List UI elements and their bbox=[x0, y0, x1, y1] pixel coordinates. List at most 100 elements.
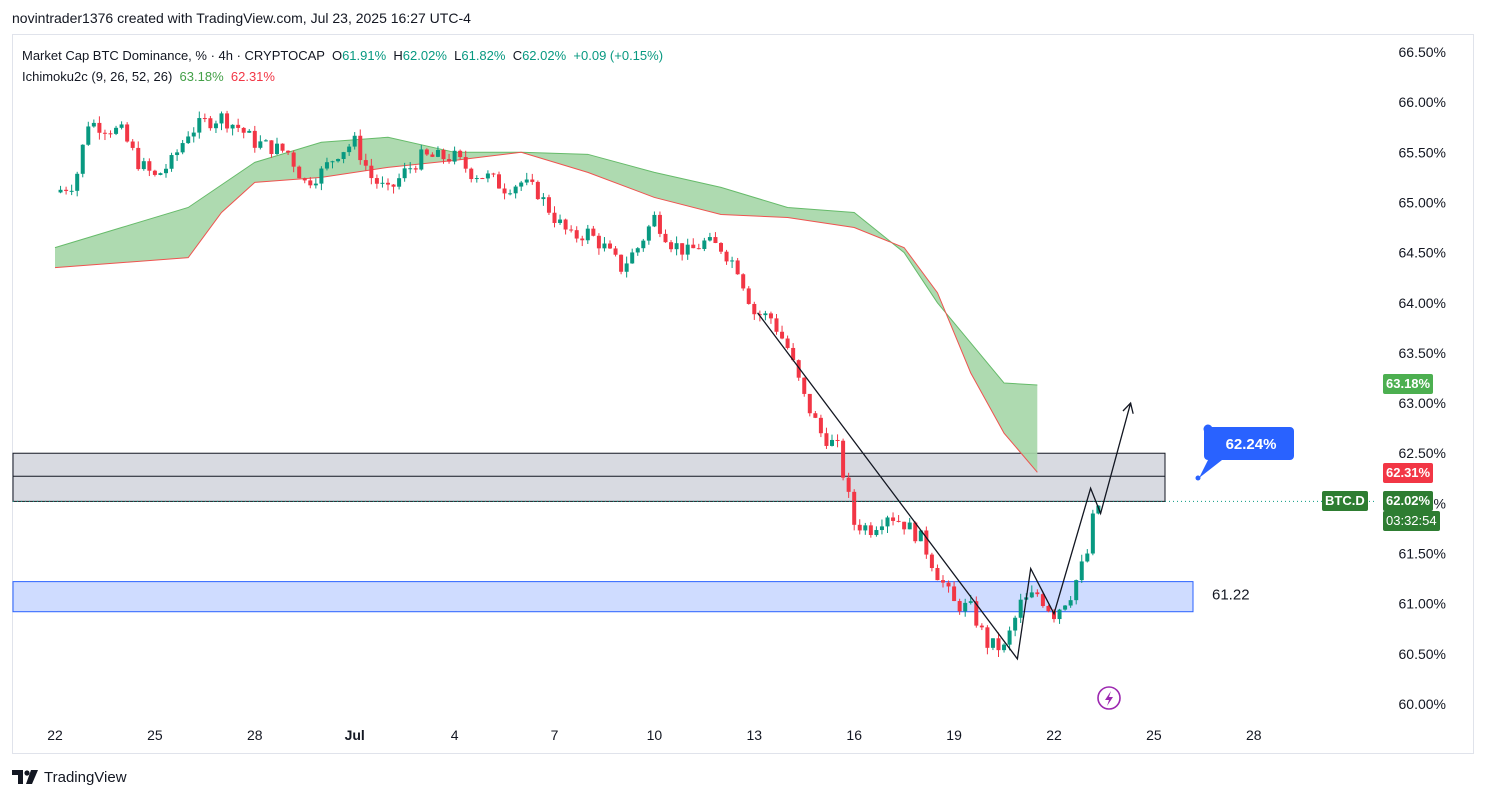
price-tick-label: 61.50% bbox=[1399, 546, 1446, 562]
candle-body bbox=[752, 303, 757, 315]
candle-body bbox=[696, 248, 701, 250]
price-tick-label: 60.00% bbox=[1399, 696, 1446, 712]
candle-body bbox=[735, 260, 740, 275]
candle-body bbox=[580, 238, 585, 241]
resistance-zone bbox=[12, 452, 1166, 502]
candle-body bbox=[508, 193, 513, 195]
candle-body bbox=[974, 601, 979, 626]
candle-body bbox=[1057, 609, 1062, 620]
chart-credit: novintrader1376 created with TradingView… bbox=[12, 10, 471, 26]
candle-body bbox=[963, 602, 968, 612]
candle-body bbox=[990, 638, 995, 648]
candle-body bbox=[86, 126, 91, 145]
time-tick-label: 22 bbox=[1046, 727, 1062, 743]
candle-body bbox=[524, 179, 529, 183]
price-tick-label: 64.50% bbox=[1399, 245, 1446, 261]
candle-body bbox=[208, 118, 213, 129]
candle-body bbox=[918, 530, 923, 542]
footer-brand: TradingView bbox=[44, 768, 127, 786]
candle-body bbox=[768, 313, 773, 319]
ichimoku-span-a bbox=[54, 136, 1038, 386]
projection-drawing: 62.24% bbox=[13, 312, 1376, 710]
support-level-label: 61.22 bbox=[1212, 587, 1250, 604]
legend-row-indicator: Ichimoku2c (9, 26, 52, 26) 63.18% 62.31% bbox=[22, 66, 663, 87]
time-tick-label: 19 bbox=[946, 727, 962, 743]
ichimoku-span-b bbox=[54, 151, 1038, 473]
axes: 66.50% 66.00% 65.50% 65.00% 64.50% 64.00% 63.5… bbox=[47, 44, 1446, 743]
time-tick-label: 22 bbox=[47, 727, 63, 743]
price-tick-label: 66.50% bbox=[1399, 44, 1446, 60]
candle-body bbox=[252, 130, 257, 148]
legend-low: 61.82% bbox=[461, 48, 506, 63]
candle-body bbox=[730, 260, 735, 262]
candle-body bbox=[275, 143, 279, 155]
candle-body bbox=[902, 521, 907, 530]
time-tick-label: 28 bbox=[247, 727, 263, 743]
candle-body bbox=[180, 143, 185, 153]
candle-body bbox=[913, 522, 918, 542]
candle-body bbox=[724, 251, 729, 262]
candle-body bbox=[119, 124, 124, 128]
candle-body bbox=[1074, 580, 1079, 601]
legend-high: 62.02% bbox=[402, 48, 447, 63]
candle-body bbox=[197, 118, 202, 133]
candle-body bbox=[1029, 592, 1034, 598]
candle-body bbox=[114, 127, 119, 134]
candle-body bbox=[968, 601, 973, 603]
candle-body bbox=[241, 127, 246, 133]
tradingview-logo[interactable]: TradingView bbox=[12, 767, 127, 787]
candle-body bbox=[1068, 600, 1073, 606]
candle-body bbox=[841, 440, 846, 478]
time-tick-label: 13 bbox=[747, 727, 763, 743]
candle-body bbox=[663, 233, 668, 243]
chart-frame[interactable] bbox=[12, 34, 1474, 754]
candle-body bbox=[125, 124, 130, 142]
candle-body bbox=[563, 219, 568, 230]
legend-c-label: C bbox=[512, 48, 523, 63]
candle-body bbox=[613, 248, 618, 255]
candle-body bbox=[480, 178, 485, 180]
legend-close: 62.02% bbox=[522, 48, 567, 63]
time-tick-label: Jul bbox=[345, 727, 365, 743]
candle-body bbox=[924, 530, 929, 555]
price-tick-label: 65.00% bbox=[1399, 194, 1446, 210]
candle-body bbox=[369, 165, 374, 179]
price-callout-bubble bbox=[1199, 424, 1294, 478]
candle-body bbox=[824, 433, 829, 446]
candle-body bbox=[91, 122, 96, 127]
candle-body bbox=[202, 118, 207, 120]
candle-body bbox=[158, 173, 163, 175]
candle-body bbox=[591, 228, 596, 236]
candle-body bbox=[164, 168, 168, 174]
legend-l-label: L bbox=[454, 48, 462, 63]
candle-body bbox=[413, 168, 418, 170]
candle-body bbox=[363, 160, 368, 166]
candle-body bbox=[702, 240, 707, 249]
candle-body bbox=[352, 135, 357, 147]
candle-body bbox=[424, 149, 429, 155]
candle-body bbox=[530, 179, 535, 182]
candle-body bbox=[896, 520, 901, 522]
candle-body bbox=[463, 157, 468, 169]
candle-body bbox=[324, 162, 329, 169]
candle-body bbox=[641, 240, 646, 249]
symbol-tag: BTC.D bbox=[1322, 491, 1368, 511]
price-tick-label: 63.00% bbox=[1399, 395, 1446, 411]
candle-body bbox=[186, 136, 191, 144]
candle-body bbox=[435, 149, 440, 157]
candle-body bbox=[818, 417, 823, 434]
candle-body bbox=[219, 113, 224, 124]
candle-body bbox=[213, 123, 218, 129]
candle-body bbox=[707, 237, 712, 241]
candle-body bbox=[247, 130, 252, 133]
candle-body bbox=[907, 522, 912, 530]
price-tick-label: 62.50% bbox=[1399, 445, 1446, 461]
candle-body bbox=[791, 347, 796, 361]
candle-body bbox=[719, 243, 723, 252]
candle-body bbox=[996, 638, 1001, 651]
candle-body bbox=[646, 226, 651, 241]
candle-body bbox=[191, 132, 196, 137]
candle-body bbox=[391, 184, 396, 187]
candle-body bbox=[269, 140, 274, 155]
